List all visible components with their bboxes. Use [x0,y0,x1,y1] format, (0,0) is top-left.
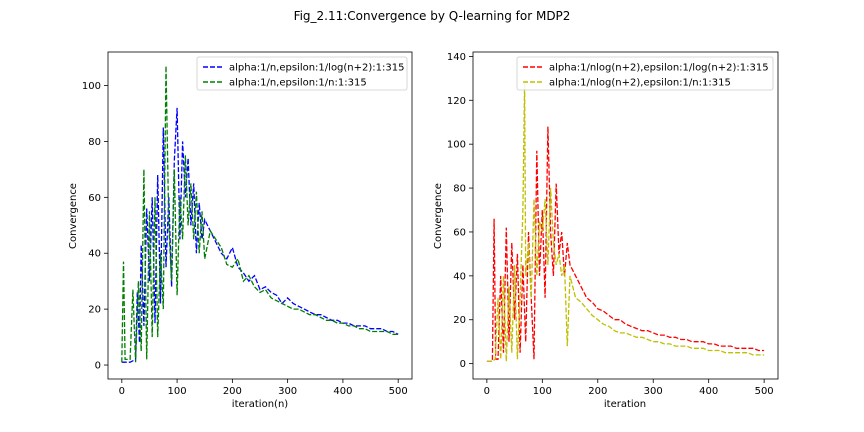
x-ticks-left: 0 100 200 300 400 500 [119,379,408,397]
y-tick-label: 120 [447,96,466,107]
plot-frame-left [107,51,413,380]
x-tick-label: 500 [389,386,408,397]
subplot-left: 0 100 200 300 400 500 0 20 40 60 80 100 iteration(… [68,51,413,410]
series-line-left-2 [121,65,399,363]
x-tick-label: 200 [588,386,607,397]
y-tick-label: 100 [82,81,101,92]
y-tick-label: 100 [447,140,466,151]
y-tick-label: 40 [88,249,101,260]
y-ticks-left: 0 20 40 60 80 100 [82,81,108,372]
y-ticks-right: 0 20 40 60 80 100 120 140 [447,52,473,370]
legend-left: alpha:1/n,epsilon:1/log(n+2):1:315 alpha:… [196,56,408,91]
x-tick-label: 0 [484,386,490,397]
series-layer-right [486,82,765,363]
y-tick-label: 20 [453,315,466,326]
legend-entry: alpha:1/n,epsilon:1/log(n+2):1:315 [229,63,404,74]
legend-box [516,56,774,91]
x-tick-label: 400 [333,386,352,397]
x-axis-label-left: iteration(n) [232,399,288,410]
legend-right: alpha:1/nlog(n+2),epsilon:1/log(n+2):1:3… [516,56,774,91]
y-tick-label: 140 [447,52,466,63]
y-tick-label: 80 [88,137,101,148]
x-tick-label: 300 [278,386,297,397]
plot-frame-right [472,51,779,380]
series-layer-left [121,65,399,363]
x-tick-label: 200 [223,386,242,397]
y-tick-label: 60 [453,227,466,238]
y-tick-label: 60 [88,193,101,204]
x-axis-label-right: iteration [604,399,646,410]
legend-box [196,56,408,91]
legend-entry: alpha:1/nlog(n+2),epsilon:1/n:1:315 [549,78,731,89]
y-tick-label: 20 [88,305,101,316]
x-tick-label: 400 [699,386,718,397]
x-tick-label: 100 [533,386,552,397]
y-tick-label: 0 [95,361,101,372]
x-tick-label: 500 [755,386,774,397]
y-tick-label: 40 [453,271,466,282]
y-tick-label: 0 [460,359,466,370]
figure-title: Fig_2.11:Convergence by Q-learning for M… [294,9,571,23]
y-axis-label-right: Convergence [433,183,444,249]
x-tick-label: 0 [119,386,125,397]
y-axis-label-left: Convergence [68,183,79,249]
x-tick-label: 300 [644,386,663,397]
y-tick-label: 80 [453,184,466,195]
series-line-right-1 [486,126,765,363]
subplot-right: 0 100 200 300 400 500 0 20 40 60 80 100 120 140 iter… [433,51,779,410]
x-tick-label: 100 [168,386,187,397]
series-line-left-1 [121,107,399,363]
series-line-right-2 [486,82,765,363]
legend-entry: alpha:1/n,epsilon:1/n:1:315 [229,78,367,89]
legend-entry: alpha:1/nlog(n+2),epsilon:1/log(n+2):1:3… [549,63,769,74]
x-ticks-right: 0 100 200 300 400 500 [484,379,774,397]
